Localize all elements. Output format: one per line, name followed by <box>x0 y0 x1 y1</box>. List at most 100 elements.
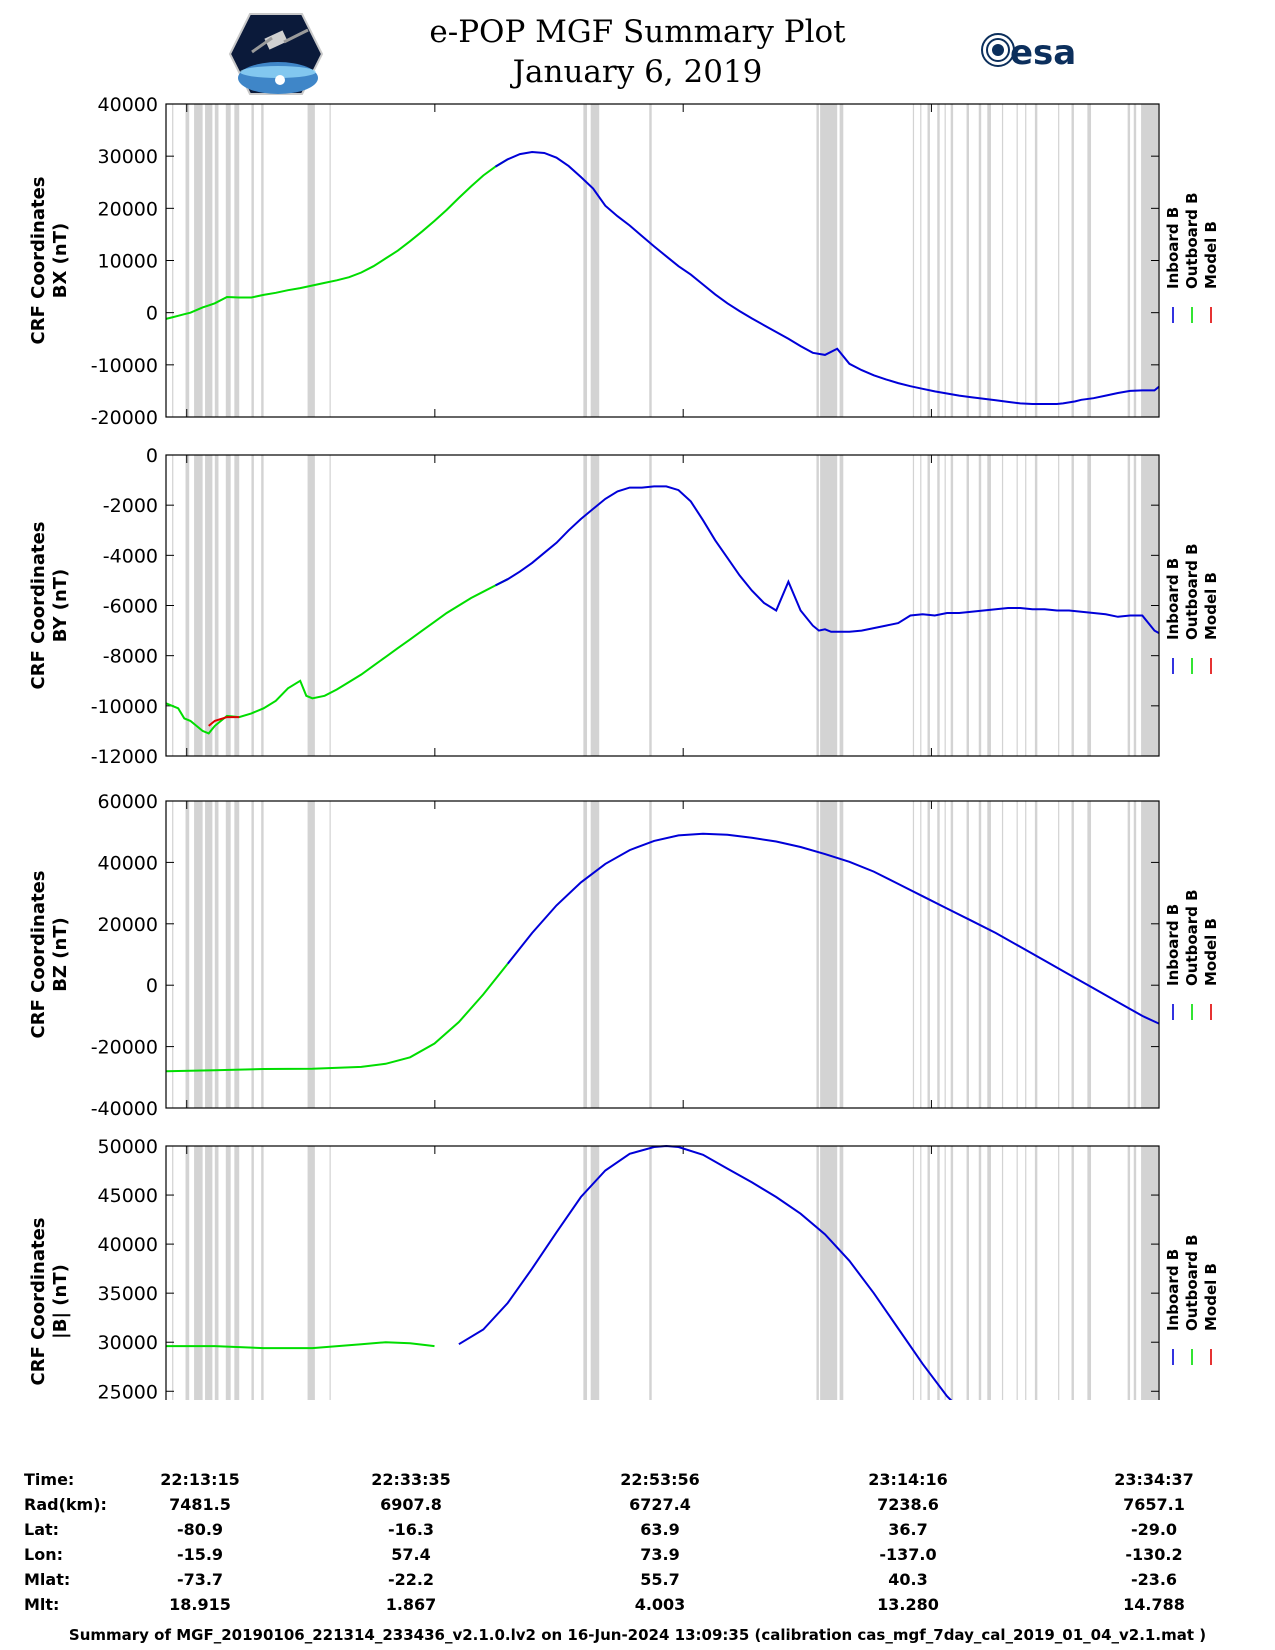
table-cell: -15.9 <box>176 1545 224 1564</box>
y-axis-label-line2: BY (nT) <box>50 569 71 643</box>
data-gap-band <box>214 104 219 417</box>
series-model-b-line <box>208 716 240 727</box>
plot-frame <box>165 454 1160 757</box>
y-tick-label: 40000 <box>98 94 158 116</box>
table-cell: 4.003 <box>634 1595 686 1614</box>
y-axis-label-line2: BZ (nT) <box>50 917 71 992</box>
legend-label: Model B <box>1202 918 1220 986</box>
data-gap-band <box>225 1146 231 1400</box>
table-cell: 36.7 <box>888 1520 928 1539</box>
panel-4: 50000450004000035000300002500020000CRF C… <box>28 1136 1220 1400</box>
data-gap-band <box>590 801 600 1108</box>
data-gap-band <box>920 801 922 1108</box>
table-cell: 7238.6 <box>877 1495 939 1514</box>
data-gap-band <box>1141 104 1159 417</box>
plot-title: e-POP MGF Summary Plot <box>429 14 846 50</box>
data-gap-band <box>937 801 940 1108</box>
y-axis-label-line2: |B| (nT) <box>50 1264 71 1339</box>
data-gap-band <box>583 1146 588 1400</box>
row-label: Mlt: <box>24 1595 60 1614</box>
data-gap-band <box>987 801 991 1108</box>
table-cell: 6727.4 <box>629 1495 691 1514</box>
y-axis-label-line1: CRF Coordinates <box>28 177 49 345</box>
data-gap-band <box>978 104 982 417</box>
data-gap-band <box>950 104 954 417</box>
series-inboard-b-line <box>495 485 1160 634</box>
data-gap-band <box>1025 801 1027 1108</box>
table-cell: -22.2 <box>387 1570 435 1589</box>
data-gap-band <box>927 104 930 417</box>
plot-frame <box>165 800 1160 1109</box>
data-gap-band <box>225 104 231 417</box>
y-tick-label: -20000 <box>91 1037 158 1059</box>
data-gap-band <box>966 104 969 417</box>
y-tick-label: -8000 <box>103 646 158 668</box>
data-gap-band <box>1034 1146 1038 1400</box>
row-label: Mlat: <box>24 1570 71 1589</box>
data-gap-band <box>1058 801 1060 1108</box>
table-cell: 18.915 <box>169 1595 231 1614</box>
data-gap-band <box>1087 1146 1092 1400</box>
data-gap-band <box>1016 1146 1018 1400</box>
table-row: Mlat: -73.7 -22.2 55.7 40.3 -23.6 <box>0 1570 1275 1590</box>
data-gap-band <box>214 801 219 1108</box>
data-gap-band <box>307 801 315 1108</box>
y-tick-label: -4000 <box>103 545 158 567</box>
data-gap-band <box>329 1146 331 1400</box>
table-cell: -16.3 <box>387 1520 435 1539</box>
data-gap-band <box>194 455 203 756</box>
table-cell: 63.9 <box>640 1520 680 1539</box>
table-row: Time: 22:13:15 22:33:35 22:53:56 23:14:16 23:… <box>0 1470 1275 1490</box>
data-gap-band <box>172 801 174 1108</box>
data-gap-band <box>649 104 652 417</box>
data-gap-band <box>944 801 946 1108</box>
data-gap-band <box>1141 455 1159 756</box>
y-tick-label: 20000 <box>98 198 158 220</box>
data-gap-band <box>234 801 240 1108</box>
panel-2: 0 -2000 -4000 -6000 -8000 -10000 -12000 CRF Coo… <box>28 445 1220 768</box>
data-gap-band <box>185 104 190 417</box>
data-gap-band <box>307 104 315 417</box>
data-gap-band <box>987 455 991 756</box>
data-gap-band <box>234 104 240 417</box>
data-gap-band <box>978 455 982 756</box>
data-gap-band <box>912 455 915 756</box>
data-gap-band <box>649 1146 652 1400</box>
data-gap-band <box>839 1146 844 1400</box>
legend-label: Model B <box>1202 221 1220 289</box>
y-axis-label-line1: CRF Coordinates <box>28 1218 49 1386</box>
data-gap-band <box>1025 1146 1027 1400</box>
data-gap-band <box>1001 1146 1004 1400</box>
data-gap-band <box>1133 1146 1137 1400</box>
data-gap-band <box>987 104 991 417</box>
y-tick-label: 25000 <box>98 1381 158 1400</box>
data-gap-band <box>194 104 203 417</box>
legend-label: Outboard B <box>1183 543 1201 640</box>
data-gap-band <box>1058 104 1060 417</box>
table-row: Mlt: 18.915 1.867 4.003 13.280 14.788 <box>0 1595 1275 1615</box>
data-gap-band <box>820 455 838 756</box>
row-label: Time: <box>24 1470 75 1489</box>
data-gap-band <box>214 455 219 756</box>
table-cell: 40.3 <box>888 1570 928 1589</box>
legend-label: Model B <box>1202 572 1220 640</box>
data-gap-band <box>950 801 954 1108</box>
data-gap-band <box>1127 1146 1131 1400</box>
data-gap-band <box>1058 1146 1060 1400</box>
data-gap-band <box>583 104 588 417</box>
y-tick-label: 30000 <box>98 146 158 168</box>
data-gap-band <box>839 801 844 1108</box>
data-gap-band <box>944 104 946 417</box>
table-cell: -29.0 <box>1130 1520 1178 1539</box>
y-tick-label: 45000 <box>98 1185 158 1207</box>
legend-label: Outboard B <box>1183 889 1201 986</box>
legend-label: Inboard B <box>1164 904 1182 986</box>
table-cell: -73.7 <box>176 1570 224 1589</box>
data-gap-band <box>251 104 254 417</box>
data-gap-band <box>1016 801 1018 1108</box>
data-gap-band <box>205 104 213 417</box>
data-gap-band <box>816 1146 819 1400</box>
data-gap-band <box>1071 104 1074 417</box>
data-gap-band <box>1127 801 1131 1108</box>
row-label: Lat: <box>24 1520 60 1539</box>
